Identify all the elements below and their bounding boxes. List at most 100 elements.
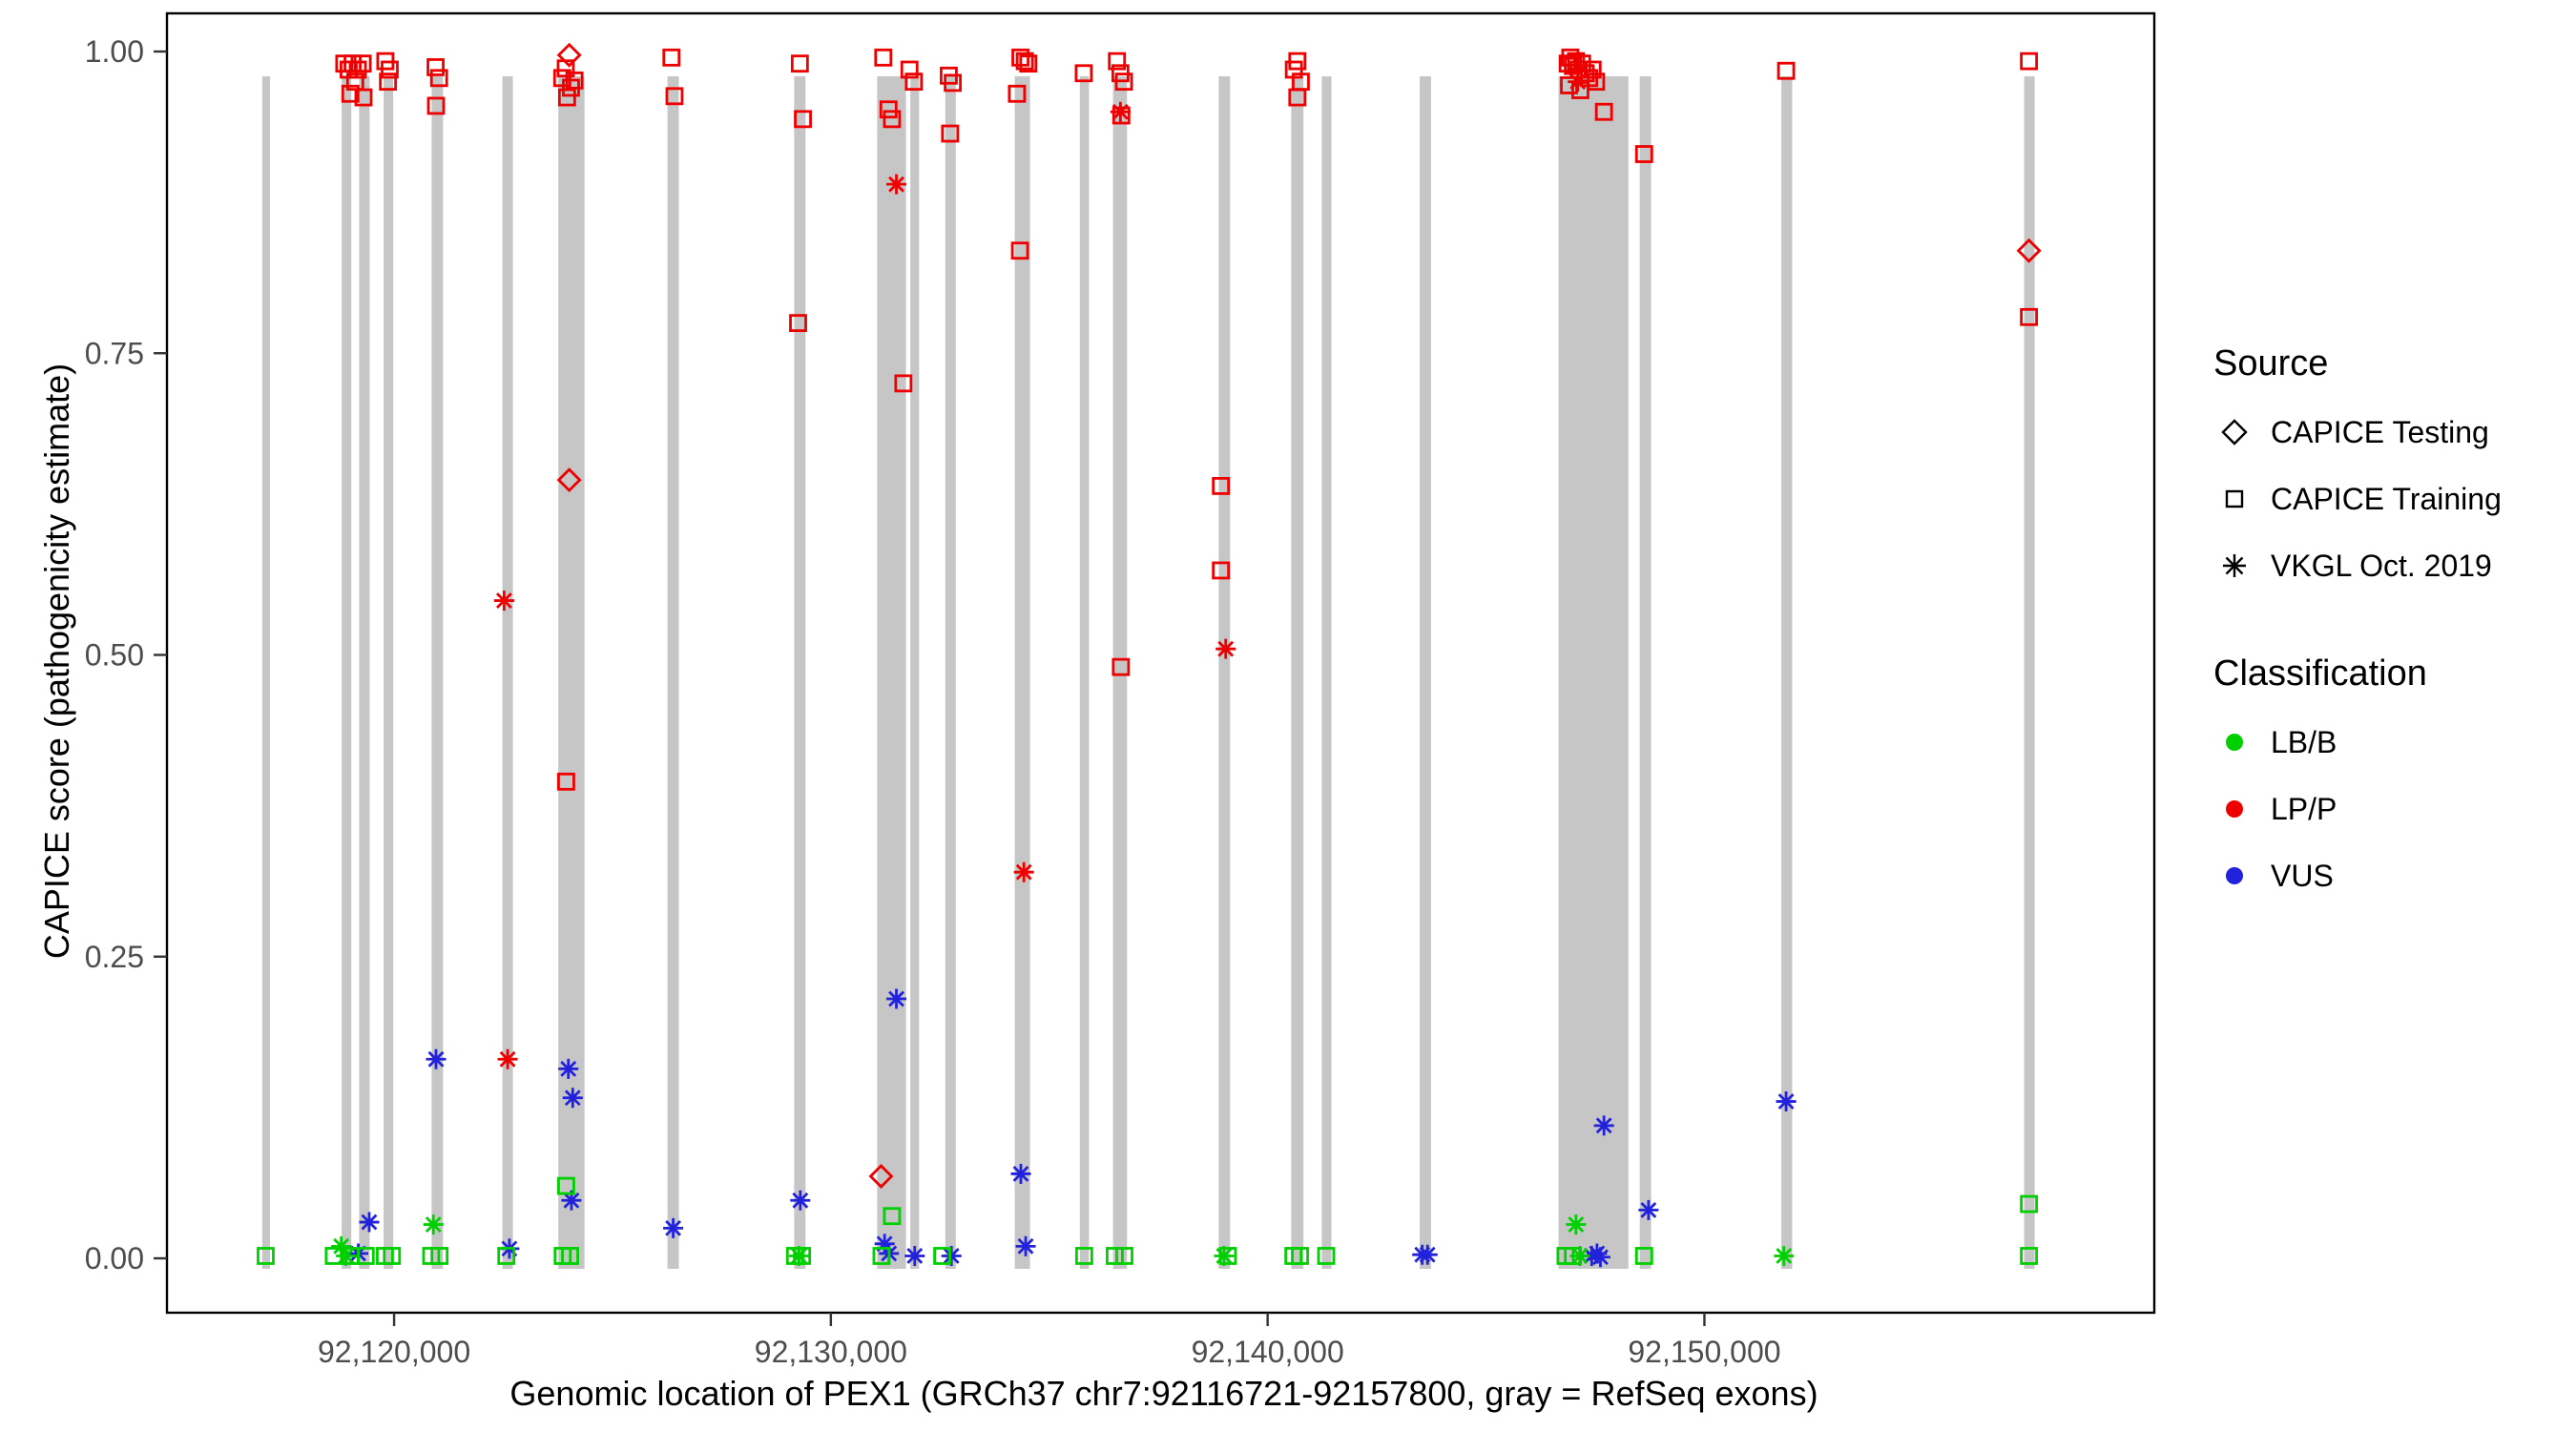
- exon-bar: [502, 76, 513, 1269]
- data-point: [381, 60, 399, 79]
- data-point: [343, 54, 362, 73]
- x-tick-label: 92,120,000: [318, 1335, 470, 1369]
- data-point: [794, 110, 812, 129]
- data-point: [1638, 1199, 1659, 1220]
- legend-item-lpp: LP/P: [2213, 788, 2566, 830]
- data-point: [886, 174, 907, 195]
- exon-bar: [1558, 76, 1629, 1269]
- data-point: [874, 1234, 895, 1255]
- legend-item-label: LP/P: [2271, 791, 2337, 826]
- data-point: [557, 1176, 575, 1195]
- data-point: [354, 88, 373, 107]
- data-point: [1590, 1247, 1611, 1268]
- data-point: [883, 1207, 902, 1226]
- legend-item-label: CAPICE Testing: [2271, 414, 2489, 449]
- legend-item-label: CAPICE Training: [2271, 481, 2502, 516]
- x-axis-title: Genomic location of PEX1 (GRCh37 chr7:92…: [509, 1374, 1818, 1413]
- y-axis-title: CAPICE score (pathogenicity estimate): [37, 363, 76, 960]
- data-point: [1212, 561, 1231, 580]
- data-point: [904, 1245, 925, 1266]
- data-point: [2020, 1247, 2039, 1265]
- data-point: [788, 1245, 809, 1266]
- data-point: [2020, 1194, 2039, 1213]
- data-point: [1013, 861, 1034, 882]
- data-point: [359, 1212, 380, 1233]
- exon-bar: [1639, 76, 1652, 1269]
- data-point: [561, 1190, 582, 1211]
- legend-item-capice-training: CAPICE Training: [2213, 478, 2566, 520]
- data-point: [426, 58, 445, 76]
- data-point: [1776, 1091, 1797, 1112]
- data-point: [1594, 102, 1613, 121]
- y-tick-label: 0.50: [85, 638, 144, 673]
- data-point: [944, 73, 962, 93]
- exon-bar: [384, 76, 394, 1269]
- data-point: [904, 73, 924, 92]
- data-point: [2020, 52, 2039, 71]
- data-point: [662, 48, 681, 67]
- legend-item-vkgl: VKGL Oct. 2019: [2213, 545, 2566, 587]
- data-point: [562, 1088, 583, 1109]
- data-point: [1774, 1245, 1795, 1266]
- exon-bar: [1079, 76, 1090, 1269]
- data-point: [1291, 1247, 1309, 1265]
- exon-bar: [342, 76, 352, 1269]
- data-point: [1288, 52, 1307, 71]
- data-point: [941, 1245, 962, 1266]
- legend-item-vus: VUS: [2213, 855, 2566, 897]
- exon-bar: [359, 76, 370, 1269]
- y-tick-label: 0.75: [85, 336, 144, 370]
- data-point: [1106, 1247, 1124, 1265]
- exon-bar: [877, 76, 906, 1269]
- data-point: [900, 60, 919, 79]
- data-point: [941, 124, 960, 143]
- legend-classification-title: Classification: [2213, 653, 2427, 694]
- data-point: [1776, 61, 1796, 80]
- data-point: [497, 1247, 516, 1265]
- blue-dot-icon: [2213, 855, 2255, 897]
- data-point: [426, 1048, 447, 1069]
- exon-bar: [945, 76, 956, 1269]
- data-point: [429, 69, 448, 88]
- data-point: [663, 1217, 684, 1238]
- data-point: [348, 60, 367, 79]
- data-point: [341, 84, 360, 103]
- data-point: [1015, 52, 1034, 71]
- exon-bar: [1291, 76, 1304, 1269]
- legend-item-label: VUS: [2271, 858, 2334, 893]
- data-point: [493, 591, 514, 612]
- legend-source-group: Source CAPICE Testing CAPICE Training: [2213, 343, 2566, 587]
- data-point: [879, 100, 898, 119]
- data-point: [1215, 638, 1236, 659]
- asterisk-icon: [2213, 545, 2255, 587]
- green-dot-icon: [2213, 721, 2255, 763]
- data-point: [336, 1245, 357, 1266]
- data-point: [356, 1247, 375, 1265]
- data-point: [565, 71, 584, 90]
- legend-item-label: VKGL Oct. 2019: [2271, 548, 2492, 583]
- data-point: [1111, 106, 1131, 125]
- data-point: [2020, 307, 2039, 326]
- data-point: [2016, 238, 2042, 263]
- exon-bar: [794, 76, 806, 1269]
- data-point: [379, 73, 398, 92]
- data-point: [886, 988, 907, 1009]
- data-point: [894, 374, 913, 393]
- data-point: [789, 314, 807, 333]
- data-point: [1583, 60, 1602, 79]
- diamond-icon: [2213, 411, 2255, 453]
- exon-bar: [1321, 76, 1332, 1269]
- data-point: [561, 1247, 579, 1265]
- x-tick-label: 92,140,000: [1192, 1335, 1344, 1369]
- exon-bar: [431, 76, 444, 1269]
- exon-bar: [910, 76, 920, 1269]
- data-point: [257, 1247, 275, 1265]
- data-point: [331, 1235, 352, 1256]
- data-point: [557, 88, 576, 107]
- data-point: [790, 1190, 811, 1211]
- data-point: [1634, 1247, 1653, 1265]
- data-point: [1569, 1245, 1590, 1266]
- data-point: [1111, 657, 1131, 676]
- data-point: [665, 87, 684, 106]
